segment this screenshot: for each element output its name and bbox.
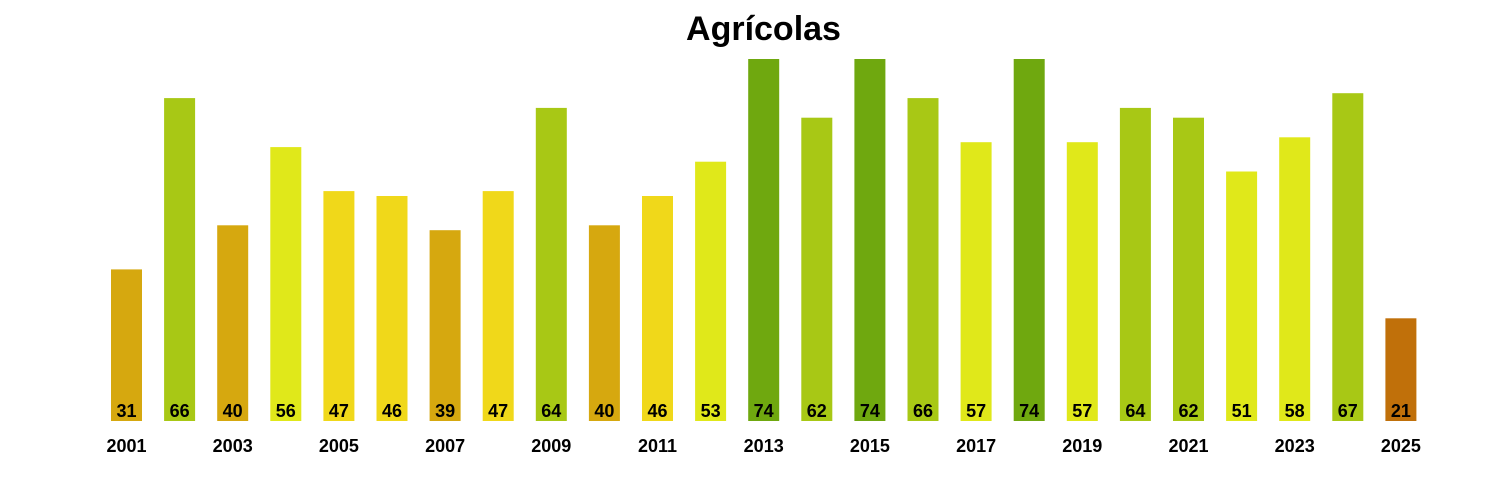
bar-2025 <box>1385 318 1417 421</box>
x-tick-label-2019: 2019 <box>1062 436 1102 456</box>
bar-2012 <box>695 161 727 421</box>
bar-2016 <box>907 98 939 421</box>
bar-2004 <box>270 147 302 421</box>
bar-2023 <box>1279 137 1311 422</box>
value-label-2002: 66 <box>170 401 190 421</box>
x-tick-label-2017: 2017 <box>956 436 996 456</box>
x-axis-ticks: 2001 2003 2005 2007 2009 2011 2013 2015 2017 2019… <box>106 436 1420 456</box>
chart-title: Agrícolas <box>686 10 841 48</box>
bar-2013 <box>748 59 780 421</box>
value-label-2023: 58 <box>1285 401 1305 421</box>
value-label-2006: 46 <box>382 401 402 421</box>
value-label-2024: 67 <box>1338 401 1358 421</box>
bar-2001 <box>111 269 142 421</box>
value-label-2010: 40 <box>594 401 614 421</box>
x-tick-label-2013: 2013 <box>744 436 784 456</box>
bar-2014 <box>801 117 833 421</box>
x-tick-label-2015: 2015 <box>850 436 890 456</box>
value-label-2021: 62 <box>1178 401 1198 421</box>
bar-2002 <box>164 98 196 421</box>
bar-2024 <box>1332 93 1364 421</box>
value-label-2013: 74 <box>754 401 774 421</box>
x-tick-label-2021: 2021 <box>1168 436 1208 456</box>
x-tick-label-2011: 2011 <box>638 436 677 456</box>
x-tick-label-2025: 2025 <box>1381 436 1421 456</box>
bar-2015 <box>854 59 886 421</box>
value-label-2011: 46 <box>647 401 667 421</box>
value-label-2008: 47 <box>488 401 508 421</box>
bar-2010 <box>588 225 620 421</box>
x-tick-label-2023: 2023 <box>1275 436 1315 456</box>
x-tick-label-2007: 2007 <box>425 436 465 456</box>
value-label-2009: 64 <box>541 401 561 421</box>
x-tick-label-2003: 2003 <box>213 436 253 456</box>
bar-2017 <box>960 142 992 421</box>
bar-2008 <box>482 191 514 421</box>
bar-2007 <box>429 230 461 421</box>
value-label-2003: 40 <box>223 401 243 421</box>
x-tick-label-2005: 2005 <box>319 436 359 456</box>
x-tick-label-2001: 2001 <box>106 436 146 456</box>
x-tick-label-2009: 2009 <box>531 436 571 456</box>
value-label-2020: 64 <box>1125 401 1145 421</box>
bar-2009 <box>535 107 567 422</box>
value-label-2004: 56 <box>276 401 296 421</box>
bar-2005 <box>323 191 355 421</box>
value-label-2015: 74 <box>860 401 880 421</box>
value-label-2012: 53 <box>701 401 721 421</box>
value-label-2014: 62 <box>807 401 827 421</box>
bar-2022 <box>1226 171 1258 421</box>
bar-2020 <box>1119 107 1151 422</box>
value-label-2018: 74 <box>1019 401 1039 421</box>
bar-2019 <box>1066 142 1098 421</box>
value-label-2025: 21 <box>1391 401 1411 421</box>
bar-2011 <box>642 196 673 421</box>
value-label-2001: 31 <box>116 401 136 421</box>
value-label-2005: 47 <box>329 401 349 421</box>
value-label-2022: 51 <box>1232 401 1252 421</box>
value-labels-group: 31 66 40 56 47 46 39 47 64 40 46 53 74 62 74 66 57 74 57 64… <box>116 401 1410 421</box>
bar-2006 <box>376 196 408 421</box>
bar-2021 <box>1173 117 1204 421</box>
value-label-2016: 66 <box>913 401 933 421</box>
bars-group <box>111 59 1417 422</box>
bar-2003 <box>217 225 249 421</box>
value-label-2017: 57 <box>966 401 986 421</box>
bar-2018 <box>1013 59 1045 421</box>
value-label-2007: 39 <box>435 401 455 421</box>
value-label-2019: 57 <box>1072 401 1092 421</box>
